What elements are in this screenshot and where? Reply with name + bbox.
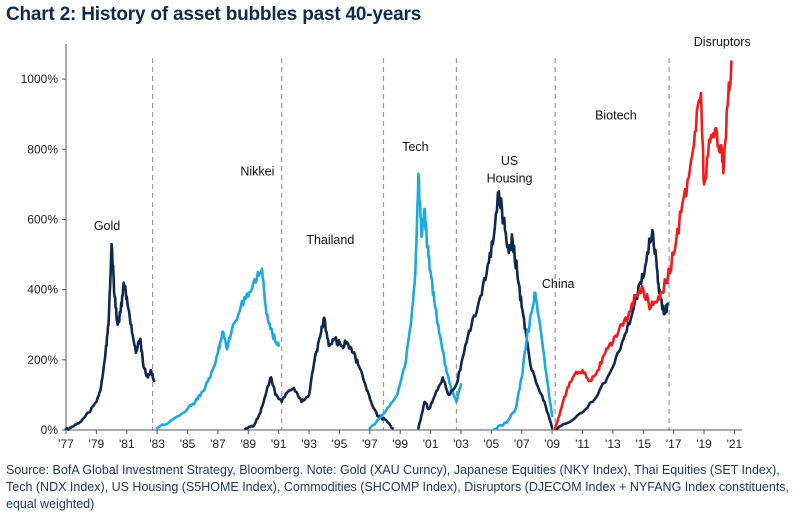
annotation-label: Housing xyxy=(487,172,533,186)
series-line-china xyxy=(493,291,554,431)
annotation-label: Gold xyxy=(94,219,120,233)
series-line-disruptors xyxy=(553,60,733,430)
annotation-label: Tech xyxy=(402,140,428,154)
y-tick-label: 0% xyxy=(41,423,59,437)
x-tick-label: '11 xyxy=(575,437,590,451)
series-line-us-housing xyxy=(417,190,554,430)
y-tick-label: 200% xyxy=(27,353,58,367)
annotation-label: China xyxy=(542,277,575,291)
series-line-nikkei xyxy=(155,267,280,430)
x-tick-label: '95 xyxy=(332,437,348,451)
annotation-label: Biotech xyxy=(595,108,637,122)
y-tick-label: 800% xyxy=(27,142,58,156)
series-lines xyxy=(64,60,733,431)
page-title: Chart 2: History of asset bubbles past 4… xyxy=(6,4,422,25)
x-tick-label: '17 xyxy=(666,437,682,451)
x-tick-label: '21 xyxy=(727,437,743,451)
annotation-label: Thailand xyxy=(306,233,354,247)
x-tick-label: '97 xyxy=(362,437,378,451)
annotation-label: Nikkei xyxy=(240,165,274,179)
x-tick-label: '03 xyxy=(453,437,469,451)
y-tick-label: 1000% xyxy=(21,72,59,86)
x-tick-label: '87 xyxy=(210,437,226,451)
x-tick-label: '89 xyxy=(240,437,256,451)
y-tick-label: 400% xyxy=(27,283,58,297)
x-tick-label: '85 xyxy=(180,437,196,451)
x-tick-label: '15 xyxy=(635,437,651,451)
x-tick-label: '77 xyxy=(58,437,74,451)
x-tick-label: '09 xyxy=(544,437,560,451)
period-dividers xyxy=(151,58,670,430)
series-line-gold xyxy=(64,242,156,431)
x-tick-label: '19 xyxy=(696,437,712,451)
annotation-label: US xyxy=(501,154,518,168)
x-tick-label: '99 xyxy=(392,437,408,451)
x-tick-label: '91 xyxy=(271,437,287,451)
series-line-thailand xyxy=(244,316,394,431)
annotation-label: Disruptors xyxy=(694,35,751,49)
annotations: Gold Nikkei Thailand Tech US Housing China Biot… xyxy=(94,35,751,291)
series-line-biotech xyxy=(553,228,669,431)
x-tick-label: '05 xyxy=(484,437,500,451)
x-tick-label: '83 xyxy=(149,437,165,451)
y-tick-label: 600% xyxy=(27,212,58,226)
x-tick-label: '81 xyxy=(119,437,135,451)
x-tick-label: '13 xyxy=(605,437,621,451)
chart: 0% 200% 400% 600% 800% 1000% '77 '79 '81 '83 '85 '8… xyxy=(21,35,751,451)
source-note: Source: BofA Global Investment Strategy,… xyxy=(6,463,790,511)
x-tick-label: '79 xyxy=(89,437,105,451)
axes: 0% 200% 400% 600% 800% 1000% '77 '79 '81 '83 '85 '8… xyxy=(21,44,743,451)
x-tick-label: '07 xyxy=(514,437,530,451)
series-line-tech xyxy=(368,172,463,430)
x-tick-label: '01 xyxy=(423,437,439,451)
x-tick-label: '93 xyxy=(301,437,317,451)
